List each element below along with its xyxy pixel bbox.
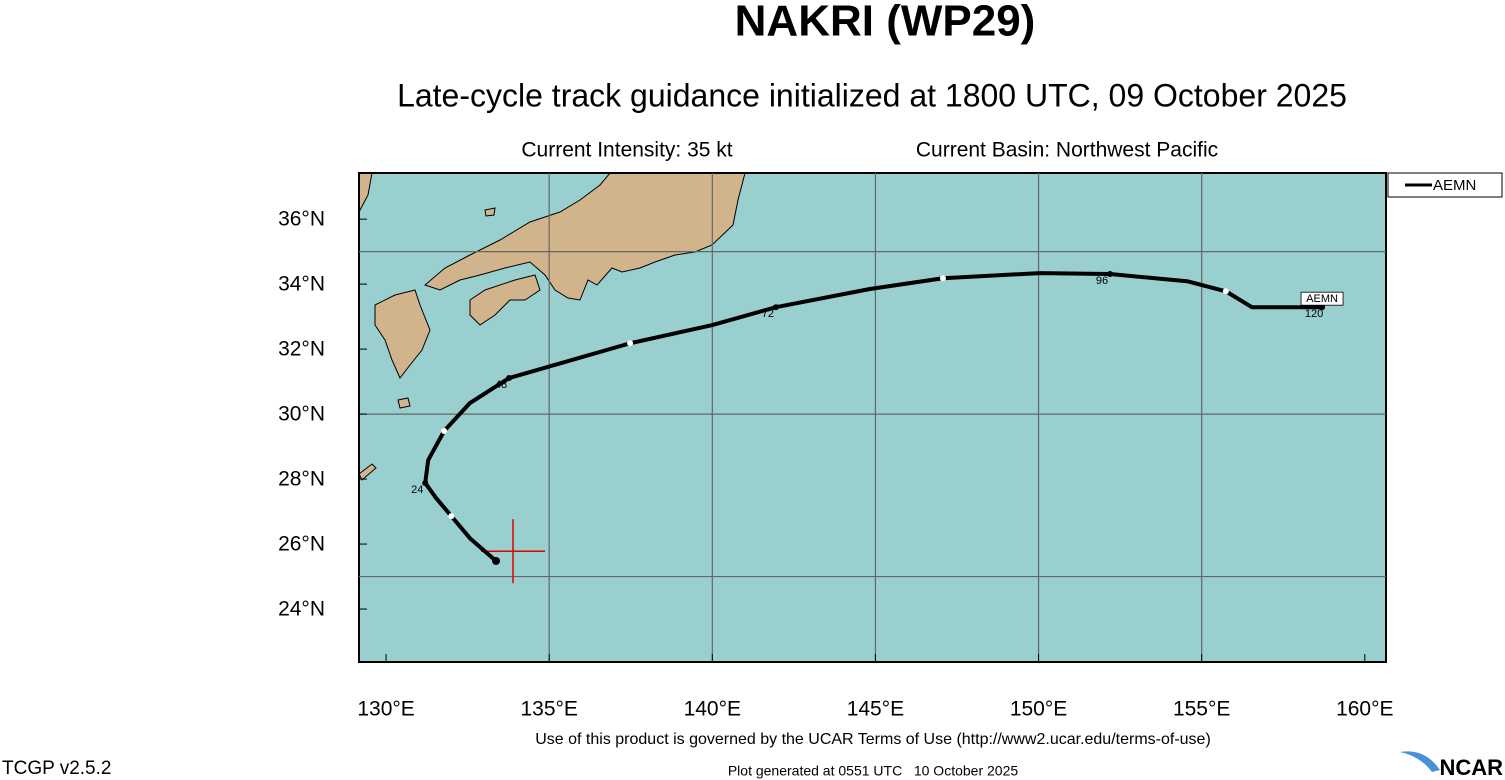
lat-label: 36°N [278, 208, 325, 231]
waypoint [627, 340, 634, 347]
hour-label: 72 [762, 308, 774, 320]
hour-point [422, 479, 429, 486]
track-name-box [1300, 291, 1344, 306]
legend-label: AEMN [1433, 177, 1476, 194]
legend: AEMN [1387, 172, 1503, 198]
lon-label: 135°E [520, 698, 577, 721]
lon-label: 150°E [1010, 698, 1067, 721]
honshu [424, 173, 746, 301]
lon-label: 140°E [684, 698, 741, 721]
lat-label: 28°N [278, 468, 325, 491]
lon-label: 155°E [1173, 698, 1230, 721]
map-frame [358, 172, 1387, 663]
hour-point [1107, 271, 1114, 278]
waypoint [441, 427, 448, 434]
subtitle: Late-cycle track guidance initialized at… [397, 77, 1347, 113]
overlay: 130°E 135°E 140°E 145°E 150°E 155°E 160°E 24°N 2… [278, 173, 1394, 721]
lat-label: 32°N [278, 338, 325, 361]
generated: Plot generated at 0551 UTC 10 October 20… [728, 763, 1019, 779]
land [359, 173, 746, 481]
kyushu [374, 289, 431, 379]
basin: Current Basin: Northwest Pacific [916, 139, 1218, 162]
island [359, 463, 377, 481]
hour-label: 96 [1096, 275, 1108, 287]
hour-point [1319, 304, 1326, 311]
hour-label: 48 [495, 379, 507, 391]
lat-label: 24°N [278, 598, 325, 621]
hour-label: 120 [1305, 308, 1323, 320]
title: NAKRI (WP29) [735, 0, 1036, 46]
lon-label: 145°E [847, 698, 904, 721]
track [423, 271, 1323, 563]
waypoint [448, 513, 455, 520]
lat-label: 30°N [278, 403, 325, 426]
intensity: Current Intensity: 35 kt [521, 139, 732, 162]
hour-point [772, 304, 779, 311]
island [484, 207, 496, 217]
logo: NCAR [1439, 755, 1503, 780]
start-point [492, 556, 501, 565]
logo-swoosh [1400, 751, 1440, 772]
lon-label: 160°E [1336, 698, 1393, 721]
hour-point [506, 375, 513, 382]
lat-label: 26°N [278, 533, 325, 556]
shikoku [469, 274, 541, 326]
waypoint [939, 275, 946, 282]
korea [359, 173, 373, 213]
lat-label: 34°N [278, 273, 325, 296]
waypoint [1222, 288, 1229, 295]
version: TCGP v2.5.2 [2, 758, 111, 779]
hour-label: 24 [411, 484, 423, 496]
lon-label: 130°E [357, 698, 414, 721]
island [397, 397, 411, 409]
track-name: AEMN [1306, 293, 1338, 305]
terms: Use of this product is governed by the U… [535, 731, 1211, 748]
